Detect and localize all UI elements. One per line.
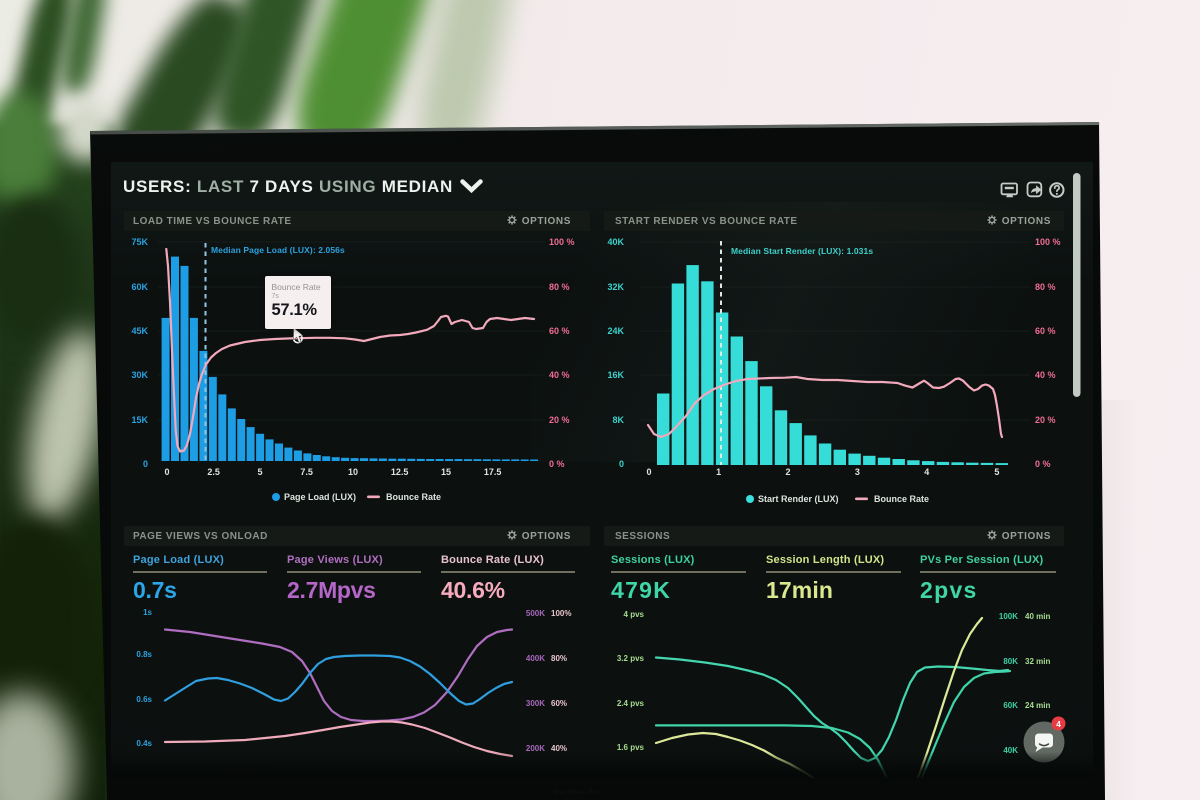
svg-text:4: 4 (1056, 719, 1061, 729)
